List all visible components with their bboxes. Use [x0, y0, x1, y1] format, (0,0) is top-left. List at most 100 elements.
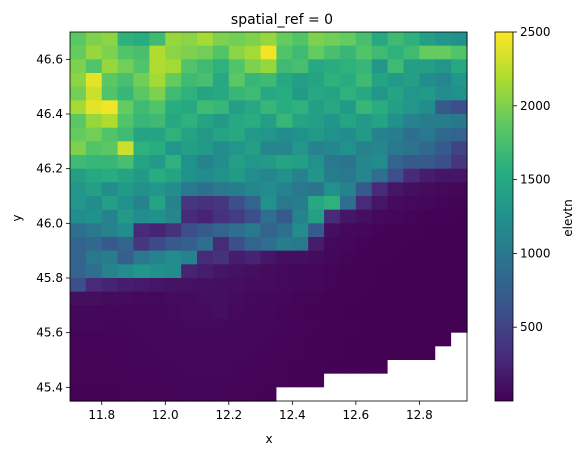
heatmap-cell	[292, 59, 309, 74]
heatmap-cell	[181, 114, 198, 129]
heatmap-cell	[419, 223, 436, 238]
heatmap-cell	[181, 155, 198, 170]
heatmap-cell	[451, 100, 468, 115]
heatmap-cell	[419, 45, 436, 60]
heatmap-cell	[85, 209, 103, 224]
heatmap-cell	[371, 114, 389, 129]
heatmap-cell	[181, 141, 198, 156]
heatmap-cell	[276, 250, 293, 265]
heatmap-cell	[165, 264, 182, 279]
heatmap-cell	[387, 45, 405, 60]
heatmap-cell	[212, 127, 230, 142]
heatmap-cell-nodata	[419, 373, 436, 388]
heatmap-cell	[133, 237, 150, 252]
heatmap-cell	[101, 360, 119, 375]
x-tick-label: 12.0	[152, 408, 179, 422]
heatmap-cell	[197, 32, 214, 47]
heatmap-cell	[403, 141, 420, 156]
heatmap-cell	[292, 291, 309, 306]
heatmap-cell	[212, 141, 230, 156]
heatmap-cell	[228, 373, 246, 388]
heatmap-cell	[387, 278, 405, 293]
heatmap-cell	[260, 305, 278, 320]
heatmap-cell	[85, 141, 103, 156]
heatmap-cell	[228, 155, 246, 170]
heatmap-cell	[133, 141, 150, 156]
heatmap-cell	[101, 373, 119, 388]
heatmap-cell	[371, 59, 389, 74]
heatmap-cell	[387, 168, 405, 183]
heatmap-cell	[70, 209, 87, 224]
heatmap-cell	[85, 319, 103, 334]
heatmap-cell	[276, 360, 293, 375]
heatmap-cell	[244, 59, 262, 74]
heatmap-cell	[244, 319, 262, 334]
heatmap-cell	[292, 278, 309, 293]
heatmap-cell	[244, 223, 262, 238]
heatmap-cell	[181, 100, 198, 115]
heatmap-cell	[292, 100, 309, 115]
y-tick-label: 46.0	[36, 216, 63, 230]
y-tick-label: 46.6	[36, 52, 63, 66]
heatmap-cell	[339, 291, 357, 306]
heatmap-cell	[133, 114, 150, 129]
heatmap-cell	[276, 373, 293, 388]
heatmap-cell	[308, 59, 325, 74]
heatmap-cell	[451, 59, 468, 74]
heatmap-cell	[133, 291, 150, 306]
heatmap-cell	[276, 278, 293, 293]
heatmap-cell	[403, 319, 420, 334]
heatmap-cell	[435, 278, 452, 293]
y-tick-label: 46.2	[36, 162, 63, 176]
heatmap-cell	[419, 127, 436, 142]
heatmap-cell-nodata	[403, 360, 420, 375]
heatmap-cell	[371, 141, 389, 156]
heatmap-cell	[419, 196, 436, 211]
heatmap-cell	[371, 278, 389, 293]
heatmap-cell	[197, 155, 214, 170]
heatmap-cell	[197, 141, 214, 156]
heatmap-cell	[371, 237, 389, 252]
heatmap-cell	[85, 373, 103, 388]
heatmap-cell	[451, 305, 468, 320]
heatmap-cell	[117, 168, 135, 183]
heatmap-cell	[149, 346, 166, 361]
heatmap-cell	[85, 250, 103, 265]
x-tick-label: 11.8	[88, 408, 115, 422]
heatmap-cell	[133, 387, 150, 402]
heatmap-cell	[260, 264, 278, 279]
heatmap-cell	[165, 45, 182, 60]
heatmap-cell	[181, 387, 198, 402]
heatmap-cell	[339, 182, 357, 197]
heatmap-cell	[228, 73, 246, 88]
heatmap-cell	[101, 209, 119, 224]
heatmap-cell	[101, 114, 119, 129]
heatmap-cell	[451, 319, 468, 334]
heatmap-cell	[435, 319, 452, 334]
heatmap-cell	[165, 141, 182, 156]
heatmap-cell	[339, 223, 357, 238]
heatmap-cell	[308, 32, 325, 47]
heatmap-cell-nodata	[435, 387, 452, 402]
heatmap-cell	[403, 59, 420, 74]
heatmap-cell	[355, 45, 373, 60]
heatmap-cell	[292, 45, 309, 60]
heatmap-cell	[355, 127, 373, 142]
heatmap-cell	[85, 387, 103, 402]
heatmap-cell	[228, 182, 246, 197]
heatmap-cell	[149, 264, 166, 279]
heatmap-cell	[324, 346, 341, 361]
heatmap-cell	[260, 237, 278, 252]
heatmap-cell	[228, 305, 246, 320]
heatmap-cell	[212, 250, 230, 265]
heatmap-cell	[197, 332, 214, 347]
heatmap-cell	[308, 319, 325, 334]
heatmap-cell	[133, 168, 150, 183]
heatmap-cell	[276, 45, 293, 60]
heatmap-cell	[212, 59, 230, 74]
heatmap-cell	[276, 209, 293, 224]
heatmap-cell	[101, 223, 119, 238]
heatmap-cell	[260, 168, 278, 183]
colorbar-tick-label: 2000	[520, 99, 551, 113]
heatmap-cell	[339, 86, 357, 101]
